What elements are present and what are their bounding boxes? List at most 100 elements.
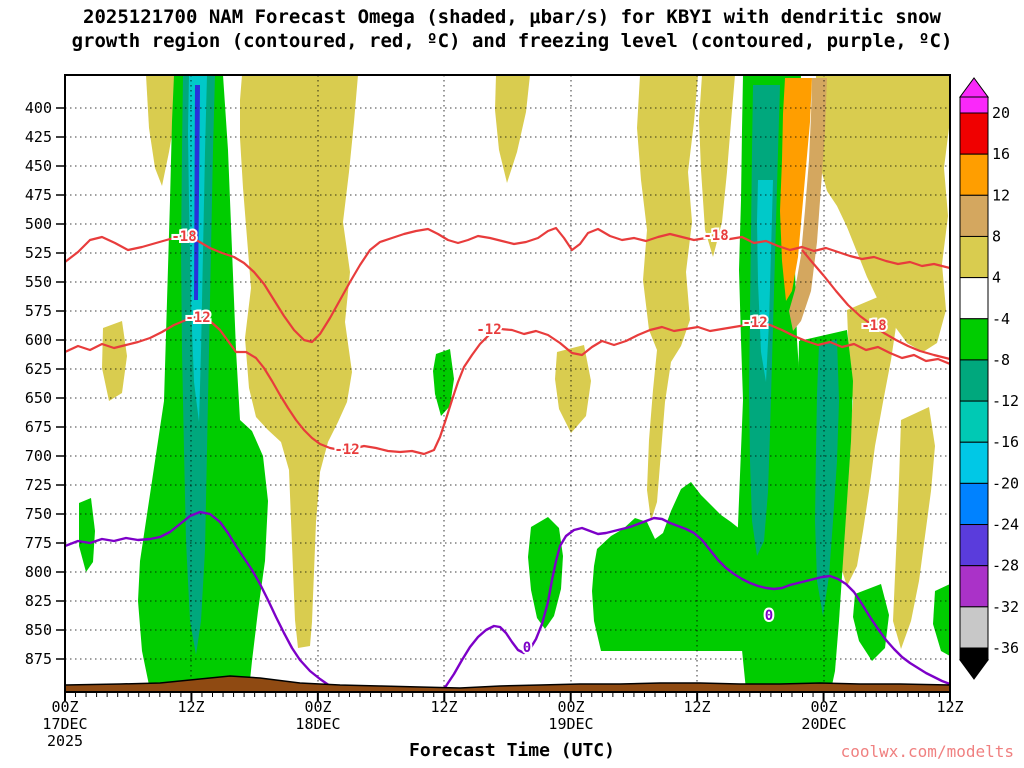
contour-label: 0	[765, 608, 773, 624]
colorbar-segment	[959, 96, 989, 114]
time-tick-label: 12Z	[683, 698, 710, 716]
colorbar-tick-label: -4	[992, 310, 1010, 328]
shaded-region-orange-upper-right	[780, 78, 812, 301]
colorbar-segment	[959, 400, 989, 443]
shaded-region-yellow-right-diag	[839, 294, 897, 586]
contour-label: -12	[476, 322, 501, 338]
shaded-region-yellow-topleft	[146, 75, 180, 186]
colorbar-segment	[959, 524, 989, 567]
pressure-tick-label: 550	[25, 273, 52, 291]
colorbar-tick-label: -32	[992, 598, 1019, 616]
colorbar-segment	[959, 482, 989, 526]
pressure-tick-label: 750	[25, 505, 52, 523]
shaded-region-green-mid-small	[433, 349, 454, 416]
time-tick-label: 12Z	[936, 698, 963, 716]
shaded-region-green-midbottom-main	[592, 482, 763, 651]
shaded-region-yellow-topmid	[495, 75, 530, 183]
colorbar-segment	[959, 647, 989, 661]
contour-label: -12	[334, 442, 359, 458]
contour-line--18	[801, 249, 950, 361]
shaded-region-yellow-right-a	[699, 75, 735, 257]
time-tick-label: 12Z	[177, 698, 204, 716]
colorbar-tick-label: 16	[992, 145, 1010, 163]
shaded-region-green-midbottom-lobe	[528, 517, 563, 629]
time-tick-label: 00Z	[51, 698, 78, 716]
chart-title-line2: growth region (contoured, red, ºC) and f…	[71, 30, 953, 52]
colorbar-segment	[959, 565, 989, 608]
time-year-label: 2025	[47, 732, 83, 750]
pressure-tick-label: 775	[25, 534, 52, 552]
time-date-label: 17DEC	[42, 715, 87, 733]
shaded-region-yellow-centerleft	[240, 75, 358, 648]
colorbar-tick-label: 8	[992, 227, 1001, 245]
contour-line-0	[438, 516, 950, 692]
colorbar-tick-label: 20	[992, 104, 1010, 122]
shaded-region-green-far-right	[933, 584, 950, 656]
shaded-region-tan-upper-right	[789, 78, 827, 331]
contour-label: -18	[703, 228, 728, 244]
contour-label: -12	[185, 310, 210, 326]
shaded-region-teal-right-streak	[815, 339, 839, 616]
shaded-region-yellow-left-small	[102, 321, 127, 401]
contour-line--12	[65, 315, 950, 456]
time-tick-label: 12Z	[430, 698, 457, 716]
pressure-tick-label: 675	[25, 418, 52, 436]
shaded-region-green-far-left	[79, 498, 95, 572]
colorbar-segment	[959, 318, 989, 361]
colorbar-tick-label: -28	[992, 557, 1019, 575]
pressure-tick-label: 875	[25, 650, 52, 668]
contour-label: 0	[523, 640, 531, 656]
pressure-tick-label: 650	[25, 389, 52, 407]
time-tick-label: 00Z	[810, 698, 837, 716]
colorbar-segment	[959, 441, 989, 484]
shaded-region-blue-left-core	[194, 85, 200, 300]
time-date-label: 18DEC	[295, 715, 340, 733]
colorbar-tick-label: -8	[992, 351, 1010, 369]
contour-line-0	[65, 510, 347, 692]
pressure-tick-label: 400	[25, 99, 52, 117]
colorbar-segment	[959, 112, 989, 155]
shaded-region-yellow-mid-small	[555, 345, 591, 433]
pressure-tick-label: 850	[25, 621, 52, 639]
pressure-tick-label: 825	[25, 592, 52, 610]
time-date-label: 20DEC	[801, 715, 846, 733]
colorbar-segment	[959, 359, 989, 402]
pressure-tick-label: 500	[25, 215, 52, 233]
pressure-tick-label: 625	[25, 360, 52, 378]
colorbar-bottom-arrow	[959, 659, 989, 680]
pressure-tick-label: 525	[25, 244, 52, 262]
colorbar-tick-label: -24	[992, 516, 1019, 534]
contour-label: -18	[171, 229, 196, 245]
colorbar-tick-label: -12	[992, 392, 1019, 410]
shaded-region-cyan-right-core	[757, 180, 773, 382]
colorbar-segment	[959, 194, 989, 237]
pressure-tick-label: 700	[25, 447, 52, 465]
colorbar-tick-label: -16	[992, 433, 1019, 451]
colorbar-segment	[959, 606, 989, 649]
plot-layers: -18 -18 -12 -12 -12 -12 -18 0 0	[65, 75, 950, 692]
pressure-tick-label: 800	[25, 563, 52, 581]
x-axis-title: Forecast Time (UTC)	[409, 740, 615, 761]
pressure-tick-label: 725	[25, 476, 52, 494]
terrain-surface	[65, 675, 950, 692]
colorbar-segment	[959, 153, 989, 196]
colorbar-tick-label: 4	[992, 269, 1001, 287]
colorbar-tick-label: 12	[992, 186, 1010, 204]
contour-label: -12	[742, 315, 767, 331]
time-tick-label: 00Z	[557, 698, 584, 716]
watermark-link[interactable]: coolwx.com/modelts	[840, 742, 1014, 761]
shaded-region-yellow-right-low	[893, 407, 935, 649]
shaded-region-yellow-centerright	[637, 75, 698, 521]
shaded-region-yellow-right-b	[815, 75, 950, 352]
contour-line--18	[65, 226, 950, 344]
time-date-label: 19DEC	[548, 715, 593, 733]
chart-title-line1: 2025121700 NAM Forecast Omega (shaded, μ…	[83, 6, 941, 28]
colorbar-segment	[959, 277, 989, 320]
shaded-region-green-right-small	[853, 584, 889, 661]
colorbar-top-arrow	[959, 77, 989, 98]
pressure-tick-label: 600	[25, 331, 52, 349]
contour-label: -18	[861, 318, 886, 334]
colorbar-tick-label: -20	[992, 474, 1019, 492]
pressure-tick-label: 425	[25, 128, 52, 146]
